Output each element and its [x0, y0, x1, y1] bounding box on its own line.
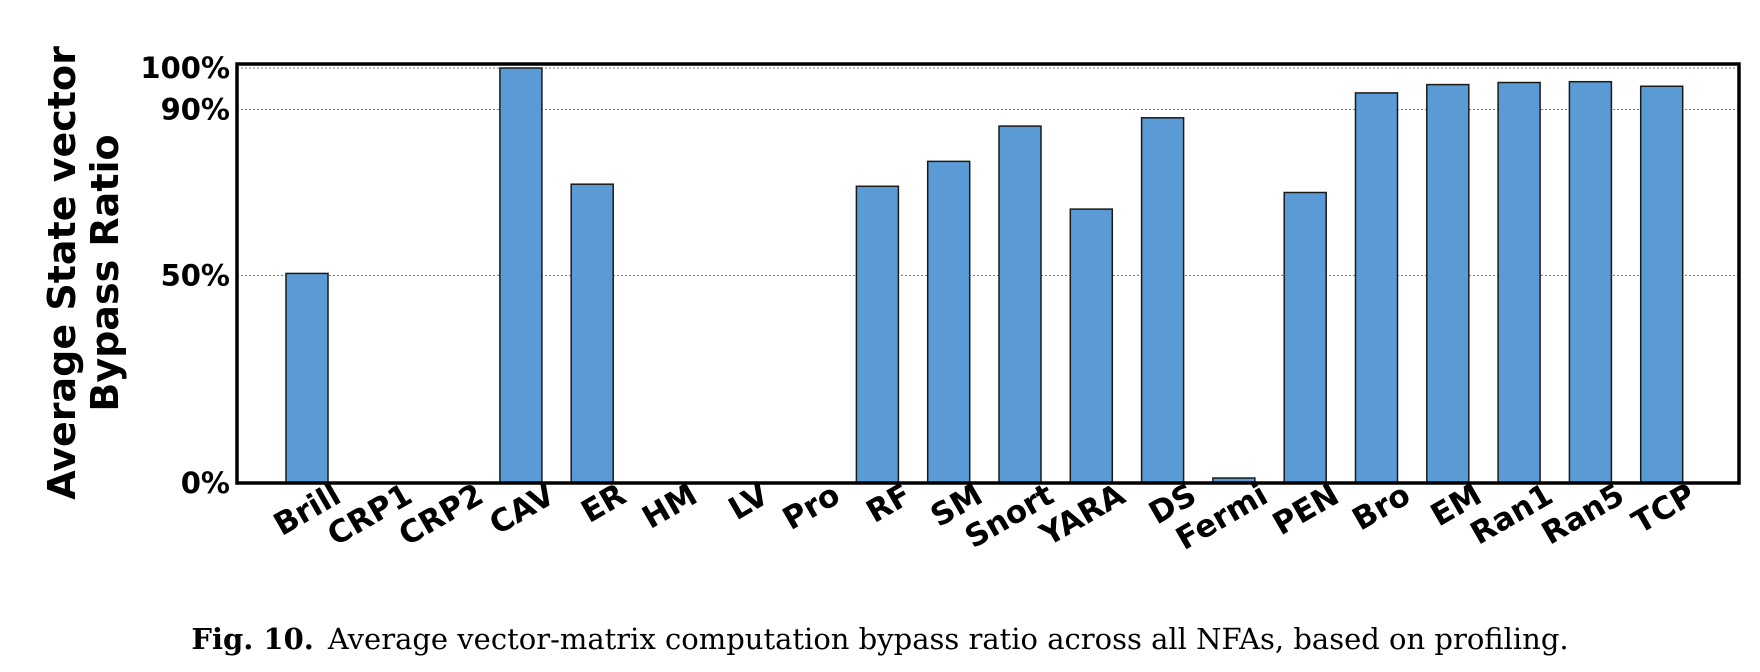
x-tick-label-crp2: CRP2	[393, 477, 490, 554]
y-axis-title-line1: Average State vector	[40, 46, 84, 500]
bar-ds	[1140, 117, 1185, 484]
x-tick-label-cav: CAV	[483, 477, 560, 542]
y-tick-label: 0%	[181, 466, 230, 500]
bar-snort	[998, 125, 1042, 484]
bar-bro	[1354, 92, 1399, 484]
y-tick-label: 90%	[161, 93, 230, 127]
bar-pen	[1283, 191, 1327, 484]
bar-sm	[926, 160, 971, 484]
x-tick-label-rf: RF	[860, 477, 917, 531]
plot-frame	[235, 62, 1741, 485]
y-axis-title-line2: Bypass Ratio	[83, 134, 127, 411]
bar-rf	[855, 185, 900, 484]
bars	[285, 67, 1684, 484]
bar-tcp	[1639, 85, 1684, 484]
bar-ran1	[1497, 81, 1541, 484]
bar-ran5	[1568, 80, 1613, 484]
x-tick-label-hm: HM	[636, 477, 703, 537]
y-tick-labels: 0% 50% 90% 100%	[140, 51, 230, 500]
y-tick-label: 50%	[161, 259, 230, 293]
bar-em	[1426, 83, 1470, 484]
x-tick-label-pen: PEN	[1267, 477, 1345, 543]
x-tick-label-tcp: TCP	[1626, 477, 1702, 541]
figure-caption: Fig. 10. Average vector-matrix computatio…	[0, 622, 1760, 656]
x-tick-label-bro: Bro	[1346, 477, 1416, 538]
bar-er	[570, 183, 614, 484]
bar-cav	[499, 67, 543, 484]
bar-yara	[1069, 208, 1114, 484]
x-tick-label-pro: Pro	[777, 477, 846, 538]
figure-caption-text: Average vector-matrix computation bypass…	[327, 622, 1569, 656]
figure-label: Fig. 10.	[191, 622, 314, 656]
x-tick-label-ran5: Ran5	[1536, 477, 1631, 552]
bar-brill	[285, 272, 329, 484]
x-tick-label-ran1: Ran1	[1465, 477, 1560, 552]
x-tick-label-er: ER	[575, 477, 632, 531]
y-tick-label: 100%	[140, 51, 230, 85]
